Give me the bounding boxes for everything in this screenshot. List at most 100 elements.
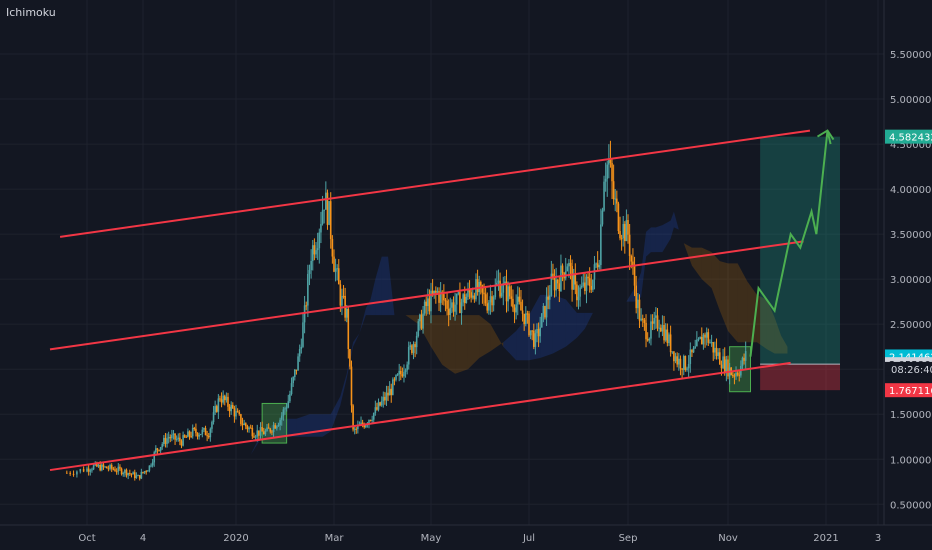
candle-body [133,472,136,479]
candle-body [580,285,583,288]
candle-body [279,419,281,425]
candle-body [568,262,570,267]
candle-body [497,280,500,283]
candle-body [653,317,656,324]
candle-body [372,412,375,420]
candle-body [738,374,741,376]
candle-body [655,315,657,318]
candle-body [122,473,125,475]
candle-body [82,469,85,472]
cloud-segment [353,333,360,347]
candle-body [624,224,626,242]
x-tick-label: Oct [78,533,95,544]
cloud-segment [455,315,468,374]
lower-channel-line[interactable] [49,361,791,472]
trend-lines[interactable] [49,129,811,472]
candle-body [449,307,452,315]
candle-body [179,437,181,442]
candle-body [462,294,464,303]
candle-body [592,279,594,290]
middle-channel-line[interactable] [49,240,804,351]
candlesticks [66,140,747,481]
candle-body [388,388,391,396]
candle-body [107,468,110,470]
cloud-segment [503,330,517,361]
candle-body [694,346,697,348]
candle-body [668,334,670,344]
candle-body [715,347,718,356]
long-position-tool[interactable] [760,136,840,391]
candle-body [295,369,298,371]
candle-body [470,292,472,298]
candle-body [664,329,667,341]
candle-body [86,468,88,472]
candle-body [361,422,364,425]
candle-body [166,438,168,444]
candle-body [732,374,734,376]
candle-body [407,346,410,365]
cloud-segment [381,256,389,316]
cloud-segment [197,457,211,464]
cloud-segment [678,229,684,244]
cloud-segment [646,227,651,257]
ichimoku-cloud [119,211,788,473]
candle-body [463,294,466,304]
candle-body [96,463,98,467]
upper-channel-line[interactable] [59,129,811,238]
candle-body [719,352,721,365]
candle-body [544,305,546,318]
candle-body [588,278,591,286]
candle-body [483,292,485,295]
candle-body [110,464,113,469]
cloud-segment [774,317,782,354]
candle-body [504,281,506,284]
candle-body [228,406,231,412]
projection-line[interactable] [749,130,832,357]
loss-zone[interactable] [760,364,840,391]
candle-body [256,430,259,437]
candle-body [369,420,372,422]
candle-body [577,296,580,301]
candle-body [547,296,549,300]
candle-body [515,304,517,313]
x-tick-label: 2021 [813,533,838,544]
candle-body [207,436,210,438]
candle-body [395,375,397,380]
candle-body [241,423,244,425]
indicator-title[interactable]: Ichimoku [6,6,56,19]
candle-body [425,301,428,306]
candle-body [556,279,559,284]
x-tick-label: Sep [619,533,638,544]
candle-body [355,428,358,430]
candle-body [692,347,695,353]
candle-body [259,427,262,436]
candle-body [212,412,215,423]
candle-body [682,355,685,370]
candle-body [481,285,484,293]
candle-body [269,428,272,432]
candle-body [199,434,202,436]
candle-body [127,473,129,476]
candle-body [494,285,497,298]
candle-body [120,468,123,475]
cloud-segment [223,454,235,458]
candle-body [656,315,659,329]
candle-body [174,433,176,440]
candle-body [331,238,334,257]
candle-body [625,220,628,242]
projection-path[interactable] [749,129,835,357]
profit-zone[interactable] [760,136,840,365]
candle-body [398,370,400,375]
candle-body [137,475,139,477]
candle-body [569,262,572,267]
candle-body [663,324,665,341]
candle-body [697,339,700,341]
candle-body [285,407,288,409]
candle-body [524,313,527,325]
y-tick-label: 4.0000000 [890,185,932,196]
highlight-box [261,402,288,444]
candle-body [316,248,319,251]
candle-body [650,321,652,339]
candle-body [635,285,637,309]
